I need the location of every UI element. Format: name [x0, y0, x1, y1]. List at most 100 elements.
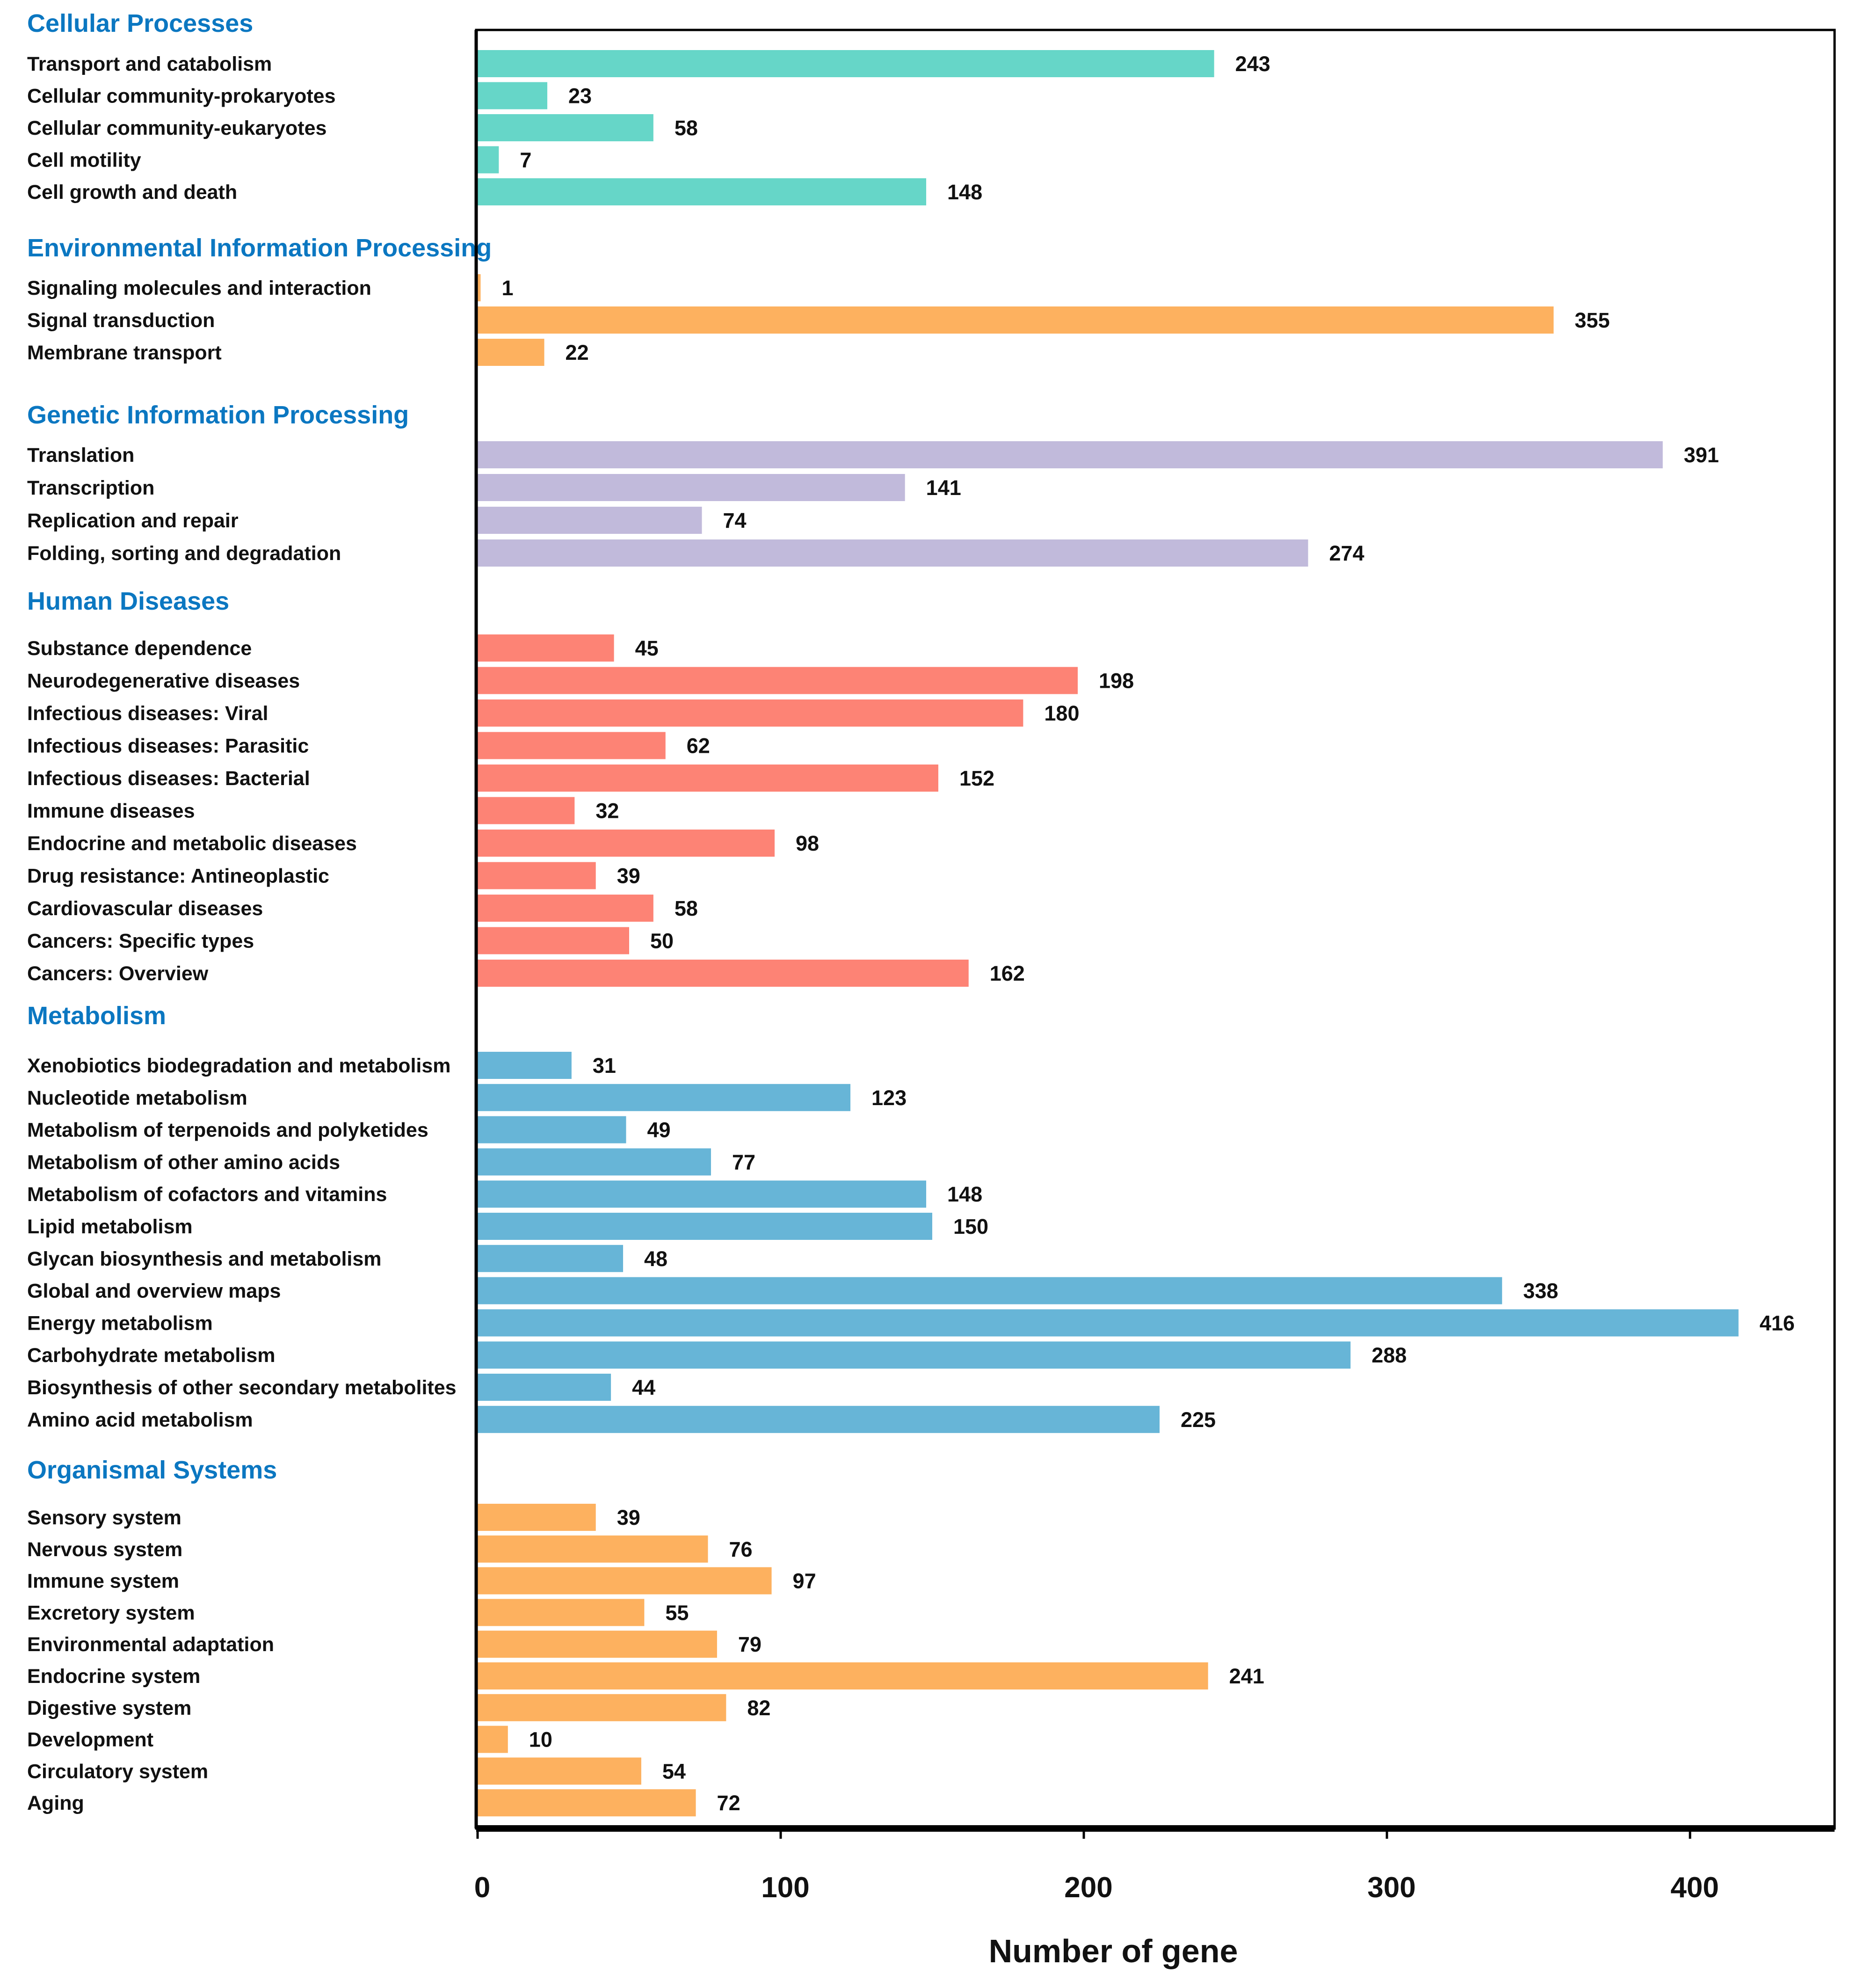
bar [478, 1631, 717, 1658]
bar [478, 1726, 508, 1753]
bar [478, 667, 1078, 694]
value-label: 23 [568, 84, 592, 108]
bar [478, 1341, 1351, 1369]
category-label: Cell growth and death [27, 181, 237, 204]
bar [478, 1084, 851, 1111]
bars: 243 23 58 7 148 1 355 22 391 141 74 274 45 198 180 62 15… [478, 50, 1795, 1817]
value-label: 48 [644, 1247, 667, 1271]
group-label: Human Diseases [27, 587, 229, 615]
value-label: 82 [747, 1696, 770, 1720]
value-label: 355 [1574, 308, 1610, 332]
group-label: Environmental Information Processing [27, 234, 492, 262]
category-label: Translation [27, 444, 134, 466]
category-label: Drug resistance: Antineoplastic [27, 865, 329, 888]
x-tick-label: 400 [1670, 1871, 1719, 1904]
bar [478, 797, 575, 824]
group-label: Genetic Information Processing [27, 401, 409, 429]
bar [478, 146, 499, 174]
value-label: 288 [1371, 1343, 1407, 1367]
bar [478, 339, 544, 366]
value-label: 148 [947, 1182, 982, 1206]
category-label: Transcription [27, 477, 154, 499]
bar [478, 1245, 624, 1272]
bar [478, 474, 905, 501]
bar [478, 1309, 1739, 1337]
category-label: Cancers: Overview [27, 962, 209, 985]
category-label: Environmental adaptation [27, 1633, 274, 1656]
category-label: Cardiovascular diseases [27, 897, 263, 920]
category-label: Glycan biosynthesis and metabolism [27, 1248, 382, 1270]
bar [478, 1405, 1160, 1433]
value-label: 74 [723, 509, 747, 532]
category-labels: Cellular Processes Transport and cataboli… [27, 9, 492, 1814]
value-label: 58 [675, 116, 698, 140]
category-label: Carbohydrate metabolism [27, 1344, 275, 1367]
bar [478, 1148, 711, 1176]
category-label: Folding, sorting and degradation [27, 542, 341, 565]
value-label: 243 [1235, 52, 1270, 76]
value-label: 58 [675, 896, 698, 920]
category-label: Nervous system [27, 1538, 182, 1561]
bar [478, 1374, 611, 1401]
value-label: 391 [1684, 443, 1719, 467]
category-label: Global and overview maps [27, 1280, 281, 1303]
bar [478, 895, 653, 922]
value-label: 225 [1181, 1408, 1216, 1432]
category-label: Metabolism of terpenoids and polyketides [27, 1119, 428, 1142]
bar [478, 441, 1663, 468]
bar [478, 1599, 645, 1626]
value-label: 39 [617, 1506, 640, 1529]
category-label: Transport and catabolism [27, 53, 272, 75]
value-label: 162 [990, 961, 1025, 985]
bar [478, 1052, 572, 1079]
category-label: Energy metabolism [27, 1312, 213, 1334]
value-label: 338 [1523, 1279, 1558, 1303]
category-label: Neurodegenerative diseases [27, 670, 300, 692]
category-label: Nucleotide metabolism [27, 1087, 247, 1109]
category-label: Infectious diseases: Bacterial [27, 767, 310, 790]
value-label: 32 [595, 799, 619, 823]
category-label: Infectious diseases: Parasitic [27, 735, 309, 757]
value-label: 45 [635, 636, 659, 660]
x-tick-label: 200 [1064, 1871, 1112, 1904]
bar [478, 507, 702, 534]
bar [478, 1757, 641, 1785]
category-label: Cell motility [27, 149, 141, 172]
value-label: 72 [717, 1791, 740, 1815]
value-label: 98 [796, 831, 819, 855]
category-label: Amino acid metabolism [27, 1409, 253, 1431]
bar [478, 1116, 626, 1143]
category-label: Metabolism of cofactors and vitamins [27, 1183, 387, 1206]
group-label: Metabolism [27, 1002, 166, 1030]
category-label: Circulatory system [27, 1760, 208, 1783]
x-tick-label: 0 [474, 1871, 490, 1904]
category-label: Metabolism of other amino acids [27, 1151, 340, 1173]
category-label: Aging [27, 1792, 84, 1814]
bar [478, 1789, 696, 1817]
category-label: Digestive system [27, 1697, 191, 1719]
bar [478, 862, 596, 889]
category-label: Membrane transport [27, 342, 222, 364]
bar [478, 1277, 1502, 1304]
bar [478, 1662, 1208, 1689]
value-label: 44 [632, 1376, 655, 1399]
value-label: 76 [729, 1537, 752, 1561]
category-label: Replication and repair [27, 510, 239, 532]
value-label: 49 [647, 1118, 671, 1142]
category-label: Signal transduction [27, 309, 215, 332]
value-label: 31 [593, 1054, 616, 1078]
value-label: 22 [566, 341, 589, 364]
bar [478, 114, 653, 141]
category-label: Endocrine system [27, 1665, 200, 1688]
category-label: Cellular community-prokaryotes [27, 85, 336, 108]
bar [478, 1567, 772, 1595]
category-label: Excretory system [27, 1602, 195, 1624]
x-axis-ticks: 0 100 200 300 400 [474, 1828, 1719, 1904]
category-label: Xenobiotics biodegradation and metabolis… [27, 1055, 451, 1077]
value-label: 1 [501, 276, 513, 300]
category-label: Sensory system [27, 1507, 181, 1529]
bar [478, 960, 969, 987]
group-label: Cellular Processes [27, 9, 253, 37]
bar [478, 1694, 726, 1721]
